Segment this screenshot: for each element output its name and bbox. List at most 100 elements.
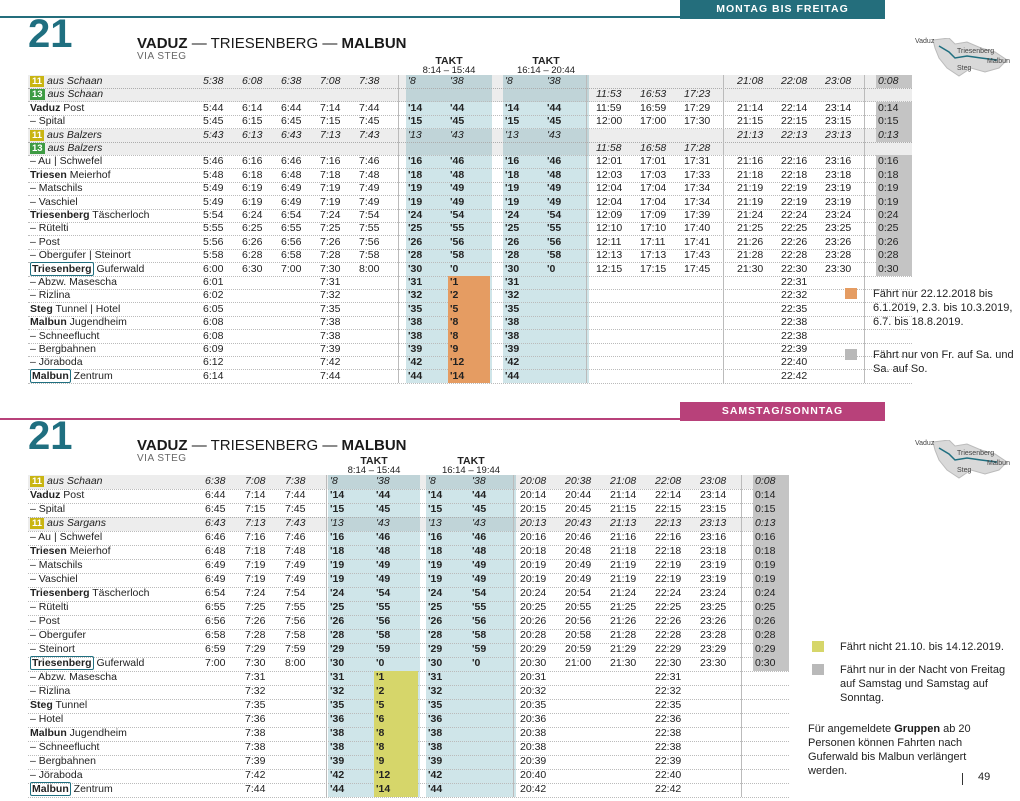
stop-name: – Bergbahnen	[30, 343, 96, 356]
stop-name: – Au | Schwefel	[30, 155, 102, 168]
departure-time: 0:19	[876, 195, 912, 209]
departure-time: 7:14	[245, 489, 266, 501]
departure-time: '35	[505, 302, 520, 315]
departure-time: '55	[450, 222, 465, 235]
legend-swatch	[812, 664, 824, 675]
departure-time: 6:15	[242, 115, 263, 128]
departure-time: 23:25	[825, 222, 852, 235]
map-label: Vaduz	[915, 38, 935, 45]
departure-time: '25	[408, 222, 423, 235]
departure-time: 7:44	[245, 783, 266, 795]
departure-time: 23:08	[825, 75, 852, 87]
departure-time: '31	[428, 671, 443, 683]
departure-time: 21:13	[610, 517, 637, 529]
departure-time: '46	[547, 155, 562, 168]
row-rule	[28, 488, 789, 490]
departure-time: '18	[428, 545, 443, 557]
departure-time: '38	[428, 727, 443, 739]
stop-place-boxed: Triesenberg	[30, 261, 94, 276]
departure-time: '5	[448, 302, 490, 317]
departure-time: '38	[547, 75, 561, 87]
departure-time: 20:16	[520, 531, 547, 543]
departure-time: 22:08	[655, 475, 682, 487]
departure-time: '18	[505, 168, 520, 181]
departure-time: 20:32	[520, 685, 547, 697]
departure-time: 22:31	[781, 276, 808, 288]
note-bold: Gruppen	[894, 723, 941, 735]
stop-name: Triesen Meierhof	[30, 169, 111, 182]
departure-time: 6:25	[242, 222, 263, 235]
departure-time: 6:08	[203, 329, 224, 342]
group-note: Für angemeldete Gruppen ab 20 Personen k…	[808, 722, 998, 778]
departure-time: 6:59	[205, 643, 226, 655]
departure-time: 6:00	[203, 262, 224, 275]
stop-label: Jugendheim	[69, 727, 127, 739]
row-rule	[28, 208, 912, 210]
stop-label: – Vaschiel	[30, 573, 78, 585]
departure-time: 6:48	[281, 168, 302, 181]
departure-time: 21:18	[610, 545, 637, 557]
legend-text: Fährt nur in der Nacht von Freitag auf S…	[840, 664, 1006, 704]
departure-time: 11:58	[596, 142, 622, 154]
stop-name: Vaduz Post	[30, 102, 84, 115]
stop-place: Vaduz	[30, 489, 61, 501]
takt-background	[503, 75, 589, 384]
departure-time: '13	[408, 128, 422, 141]
map	[932, 440, 1008, 479]
stop-place: Steg	[30, 699, 53, 711]
departure-time: '8	[505, 75, 513, 87]
stop-place-boxed: Malbun	[30, 368, 71, 383]
departure-time: 0:25	[753, 601, 789, 615]
departure-time: '19	[330, 573, 345, 585]
departure-time: 21:19	[610, 573, 637, 585]
departure-time: 22:25	[655, 601, 682, 613]
departure-time: 22:24	[655, 587, 682, 599]
departure-time: 20:26	[520, 615, 547, 627]
departure-time: '42	[408, 356, 423, 369]
departure-time: 22:28	[781, 249, 808, 262]
stop-label: – Hotel	[30, 713, 64, 725]
departure-time: 7:19	[245, 559, 266, 571]
departure-time: '38	[408, 329, 423, 342]
departure-time: '42	[505, 356, 520, 369]
departure-time: 23:29	[700, 643, 727, 655]
departure-time: '5	[374, 699, 418, 713]
departure-time: 6:02	[203, 289, 224, 302]
row-rule	[28, 656, 789, 658]
departure-time: '29	[428, 643, 443, 655]
departure-time: 17:45	[684, 262, 711, 275]
route-number: 21	[28, 12, 73, 56]
departure-time: '44	[376, 489, 391, 501]
departure-time: '0	[450, 262, 459, 275]
stop-label: – Spital	[30, 115, 66, 128]
departure-time: '25	[330, 601, 345, 613]
departure-time: 5:56	[203, 235, 224, 248]
departure-time: 7:19	[320, 182, 341, 195]
departure-time: '1	[448, 276, 490, 290]
departure-time: '59	[472, 643, 487, 655]
departure-time: '49	[472, 559, 487, 571]
note-after: ab 20 Personen können Fahrten nach Gufer…	[808, 723, 971, 777]
page-divider	[962, 773, 963, 785]
departure-time: 21:25	[737, 222, 764, 235]
column-separator	[723, 75, 724, 384]
departure-time: '1	[374, 671, 418, 685]
departure-time: 22:30	[655, 657, 682, 669]
departure-time: 7:00	[205, 657, 226, 669]
stop-name: 11 aus Sargans	[30, 517, 106, 530]
departure-time: 17:11	[640, 235, 666, 248]
departure-time: 22:15	[655, 503, 682, 515]
departure-time: 7:56	[285, 615, 306, 627]
departure-time: 6:44	[205, 489, 226, 501]
departure-time: 20:54	[565, 587, 592, 599]
legend-swatch	[845, 349, 857, 360]
departure-time: '15	[505, 115, 520, 128]
departure-time: '14	[428, 489, 443, 501]
departure-time: 17:01	[640, 155, 667, 168]
departure-time: 20:24	[520, 587, 547, 599]
departure-time: 21:28	[737, 249, 764, 262]
departure-time: 17:09	[640, 209, 667, 221]
stop-name: – Schneeflucht	[30, 741, 99, 754]
departure-time: 0:19	[753, 559, 789, 573]
